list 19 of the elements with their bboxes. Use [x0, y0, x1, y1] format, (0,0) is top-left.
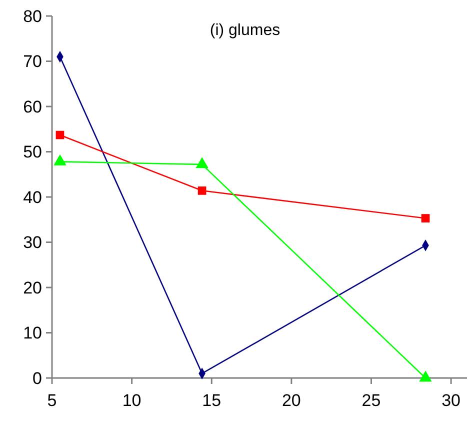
y-tick-label: 30 — [23, 233, 42, 252]
y-tick-label: 70 — [23, 52, 42, 72]
y-tick-label: 50 — [23, 142, 42, 162]
y-tick-label: 0 — [32, 368, 42, 388]
x-tick-label: 10 — [122, 391, 142, 410]
y-tick-label: 20 — [23, 278, 42, 298]
x-tick-label: 15 — [202, 391, 222, 410]
y-tick-label: 80 — [23, 6, 42, 26]
y-tick-label: 60 — [23, 97, 42, 116]
x-tick-label: 30 — [442, 391, 460, 410]
x-tick-label: 20 — [282, 391, 301, 410]
point — [198, 186, 206, 195]
point — [421, 214, 430, 222]
x-tick-label: 5 — [47, 391, 57, 410]
y-tick-label: 10 — [23, 324, 42, 343]
point — [56, 130, 64, 140]
chart-title: (i) glumes — [210, 22, 280, 39]
y-tick-label: 40 — [23, 188, 42, 207]
x-tick-label: 25 — [362, 391, 381, 410]
